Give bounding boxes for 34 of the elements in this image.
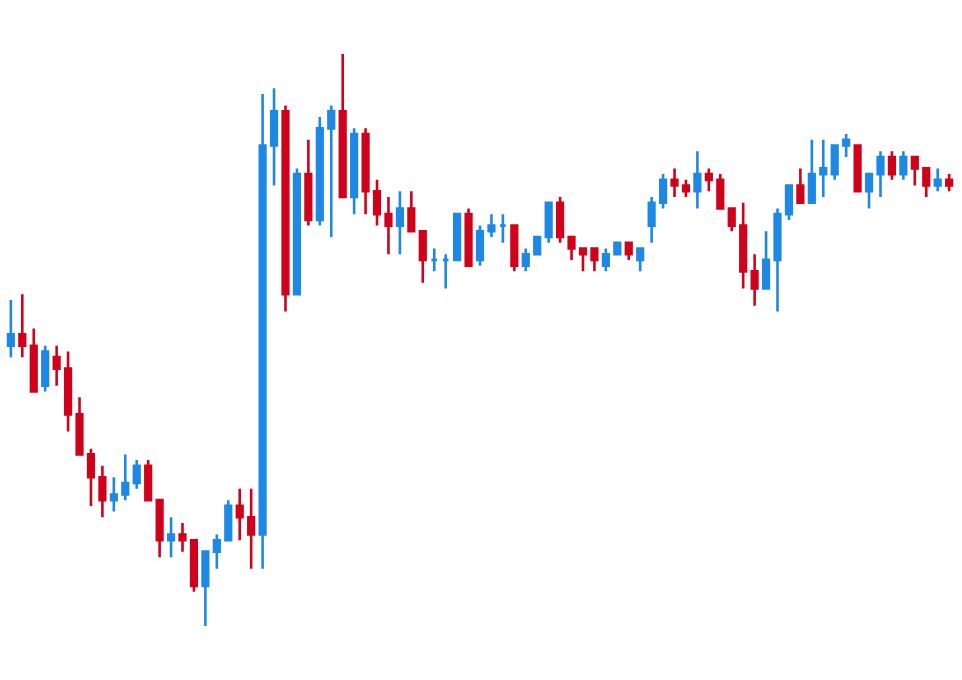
candlestick bbox=[796, 167, 805, 205]
candlestick bbox=[304, 138, 313, 227]
candlestick bbox=[636, 247, 645, 273]
candlestick bbox=[899, 149, 908, 182]
candlestick bbox=[418, 230, 427, 285]
candlestick bbox=[853, 144, 862, 193]
candlestick bbox=[750, 252, 759, 307]
candlestick bbox=[281, 104, 290, 313]
candlestick bbox=[166, 516, 176, 559]
candlestick bbox=[498, 212, 507, 245]
candlestick bbox=[544, 201, 553, 245]
candlestick bbox=[18, 292, 27, 359]
candlestick bbox=[407, 189, 416, 233]
candlestick bbox=[887, 149, 897, 182]
candlestick bbox=[144, 458, 153, 502]
candlestick bbox=[624, 241, 633, 262]
candlestick bbox=[464, 207, 473, 267]
candlestick bbox=[395, 189, 404, 256]
candlestick bbox=[510, 224, 519, 273]
candlestick bbox=[41, 344, 50, 393]
candlestick bbox=[441, 252, 450, 290]
candlestick bbox=[292, 167, 302, 296]
candlestick bbox=[6, 298, 15, 359]
candlestick bbox=[693, 149, 702, 210]
candlestick bbox=[453, 212, 462, 262]
candlestick bbox=[155, 498, 164, 559]
candlestick bbox=[338, 54, 347, 199]
candlestick bbox=[945, 172, 954, 193]
candlestick bbox=[350, 127, 359, 216]
candlestick bbox=[29, 327, 38, 393]
candlestick bbox=[132, 458, 141, 491]
candlestick bbox=[933, 167, 942, 193]
candlestick bbox=[201, 550, 210, 626]
candlestick bbox=[430, 247, 439, 273]
